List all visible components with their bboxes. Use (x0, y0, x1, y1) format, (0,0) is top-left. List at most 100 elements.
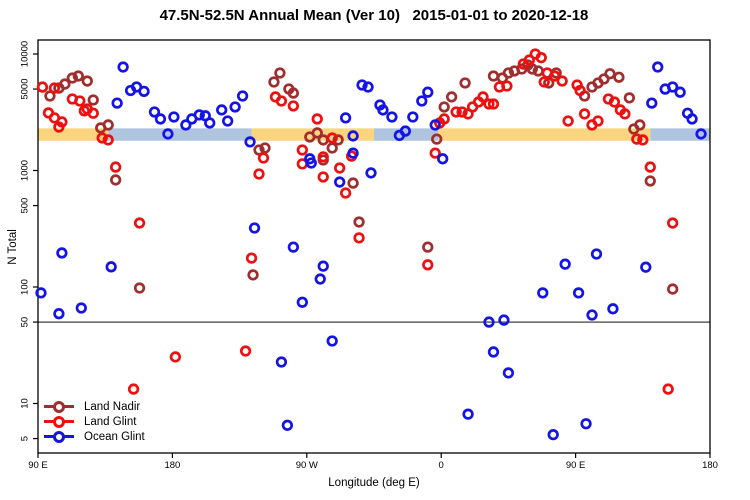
data-point (592, 115, 604, 127)
data-point (229, 101, 241, 113)
data-point (87, 94, 99, 106)
data-point (559, 258, 571, 270)
data-point (487, 70, 500, 82)
data-point (631, 133, 643, 145)
legend-item-ocean-glint: Ocean Glint (44, 429, 145, 444)
data-point (429, 119, 441, 131)
y-tick-label: 50 (19, 317, 30, 328)
x-tick-label: 90 E (28, 460, 48, 471)
data-point (314, 273, 326, 285)
data-point (377, 104, 389, 116)
data-point (535, 52, 547, 64)
data-point (604, 68, 616, 80)
data-point (138, 85, 150, 97)
data-point (356, 79, 368, 91)
data-point (317, 260, 329, 272)
data-point (695, 128, 707, 140)
x-tick-label: 90 E (566, 460, 586, 471)
data-point (334, 176, 346, 188)
data-point (556, 75, 568, 87)
data-point (613, 71, 625, 83)
data-point (537, 287, 549, 299)
data-point (275, 356, 288, 368)
data-point (483, 98, 495, 110)
legend-label: Ocean Glint (84, 430, 145, 443)
data-point (326, 335, 338, 347)
y-tick-label: 1000 (19, 160, 30, 181)
data-point (637, 134, 649, 146)
data-point (311, 127, 323, 139)
data-point (640, 261, 652, 273)
data-point (204, 117, 216, 129)
data-point (102, 119, 114, 131)
data-point (574, 84, 586, 97)
data-point (35, 287, 47, 299)
band-ocean (108, 128, 252, 141)
data-point (257, 152, 270, 164)
data-point (549, 70, 561, 82)
data-point (311, 113, 323, 125)
data-point (56, 247, 68, 259)
data-point (72, 70, 84, 82)
data-point (317, 151, 329, 163)
x-axis-label: Longitude (deg E) (328, 477, 420, 489)
data-point (462, 408, 474, 420)
land-nadir-marker-icon (44, 400, 74, 413)
data-point (287, 87, 300, 99)
data-point (247, 269, 259, 281)
data-point (365, 167, 377, 179)
data-point (623, 92, 636, 104)
data-point (353, 216, 365, 228)
data-point (487, 346, 500, 358)
data-point (275, 95, 288, 107)
data-point (305, 157, 317, 169)
ocean-glint-marker-icon (44, 430, 74, 443)
data-point (498, 314, 510, 326)
data-point (281, 419, 294, 431)
data-point (562, 115, 574, 127)
data-point (245, 252, 258, 264)
data-point (422, 241, 434, 253)
data-point (501, 80, 513, 92)
data-point (502, 67, 515, 79)
data-point (456, 106, 468, 118)
data-point (607, 303, 619, 315)
data-point (667, 81, 679, 93)
data-point (667, 217, 679, 229)
legend-item-land-glint: Land Glint (44, 414, 145, 429)
data-point (608, 96, 621, 108)
legend-label: Land Glint (84, 415, 137, 428)
data-point (216, 104, 228, 116)
data-point (75, 302, 87, 314)
data-point (127, 383, 140, 395)
data-point (446, 91, 458, 103)
data-point (339, 187, 352, 199)
data-point (334, 162, 346, 174)
legend-item-land-nadir: Land Nadir (44, 399, 145, 414)
data-point (287, 241, 300, 253)
data-point (110, 161, 122, 173)
data-point (326, 132, 338, 144)
data-point (362, 81, 374, 93)
data-point (87, 107, 99, 119)
data-point (317, 171, 329, 183)
y-tick-label: 100 (19, 279, 30, 295)
data-point (53, 121, 65, 133)
data-point (74, 95, 86, 107)
data-point (580, 418, 592, 430)
data-point (416, 95, 428, 107)
data-point (180, 119, 192, 131)
data-point (674, 86, 686, 98)
data-point (253, 144, 265, 156)
data-point (644, 175, 656, 187)
band-ocean (650, 128, 710, 141)
data-point (162, 128, 174, 140)
data-point (347, 177, 359, 189)
data-point (48, 82, 61, 94)
data-point (502, 367, 515, 379)
data-point (239, 345, 252, 357)
x-tick-label: 0 (439, 460, 444, 471)
data-point (667, 283, 679, 295)
data-point (407, 111, 419, 123)
